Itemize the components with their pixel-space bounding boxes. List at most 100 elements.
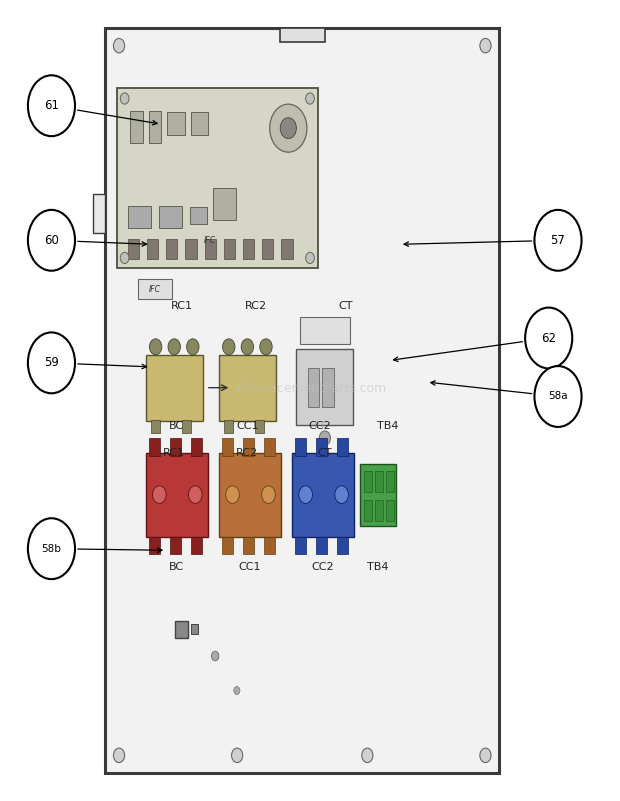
Bar (243, 239, 254, 259)
Circle shape (306, 93, 314, 104)
Bar (117, 88, 318, 268)
Circle shape (120, 93, 129, 104)
Bar (205, 239, 216, 259)
Circle shape (306, 252, 314, 264)
Bar (364, 500, 372, 521)
Circle shape (153, 485, 166, 503)
Bar (146, 453, 208, 537)
Bar (262, 239, 273, 259)
Bar (295, 438, 306, 456)
Bar (295, 537, 306, 554)
Bar (159, 206, 182, 228)
Bar (316, 438, 327, 456)
Text: IFC: IFC (149, 284, 161, 294)
Bar (146, 355, 203, 421)
Text: RC1: RC1 (171, 301, 193, 311)
Text: 60: 60 (44, 234, 59, 247)
Circle shape (187, 339, 199, 355)
Bar (375, 471, 383, 492)
Bar (219, 355, 276, 421)
Circle shape (234, 686, 240, 694)
Bar (219, 453, 281, 537)
Circle shape (480, 38, 491, 53)
Bar (224, 239, 235, 259)
Text: CC2: CC2 (312, 562, 334, 572)
Bar (316, 537, 327, 554)
Circle shape (534, 366, 582, 427)
Bar (175, 621, 188, 638)
Bar (296, 349, 353, 425)
Circle shape (270, 104, 307, 152)
Circle shape (113, 38, 125, 53)
Bar (149, 438, 160, 456)
Circle shape (28, 75, 75, 136)
Circle shape (226, 485, 239, 503)
Text: 59: 59 (44, 356, 59, 369)
Bar (191, 438, 202, 456)
Text: 62: 62 (541, 332, 556, 344)
Bar (151, 420, 160, 433)
Text: 57: 57 (551, 234, 565, 247)
Text: CT: CT (317, 448, 332, 457)
Bar (264, 537, 275, 554)
Text: RC2: RC2 (236, 448, 259, 457)
Bar (128, 206, 151, 228)
Bar (149, 537, 160, 554)
Circle shape (28, 210, 75, 271)
Bar (264, 438, 275, 456)
Bar (147, 239, 158, 259)
Text: RC2: RC2 (245, 301, 267, 311)
Circle shape (262, 485, 275, 503)
Circle shape (362, 748, 373, 763)
Circle shape (480, 748, 491, 763)
Bar (149, 111, 161, 143)
Text: BC: BC (169, 421, 184, 431)
Bar (280, 28, 325, 42)
Text: IFC: IFC (203, 235, 216, 245)
Bar (191, 624, 198, 634)
Bar (222, 438, 233, 456)
Text: eReplacementParts.com: eReplacementParts.com (234, 382, 386, 395)
Circle shape (113, 748, 125, 763)
Circle shape (211, 651, 219, 661)
Text: RC1: RC1 (163, 448, 185, 457)
Bar (364, 471, 372, 492)
Bar (281, 239, 293, 259)
Bar (93, 195, 105, 233)
Bar (337, 537, 348, 554)
Text: CC1: CC1 (239, 562, 261, 572)
Bar (191, 112, 208, 135)
Circle shape (168, 339, 180, 355)
Bar (322, 368, 334, 406)
Bar (130, 111, 143, 143)
Bar (243, 537, 254, 554)
Bar (170, 537, 181, 554)
Text: 58b: 58b (42, 544, 61, 553)
Bar (243, 438, 254, 456)
Bar (222, 537, 233, 554)
Bar (191, 537, 202, 554)
Bar (360, 464, 396, 526)
Bar (255, 420, 264, 433)
Circle shape (28, 518, 75, 579)
Bar (337, 438, 348, 456)
Text: 58a: 58a (548, 392, 568, 401)
Bar (386, 471, 394, 492)
Circle shape (335, 485, 348, 503)
Circle shape (120, 252, 129, 264)
Text: TB4: TB4 (368, 562, 389, 572)
Bar (166, 239, 177, 259)
Bar (386, 500, 394, 521)
Text: CC1: CC1 (237, 421, 259, 431)
Circle shape (260, 339, 272, 355)
Bar (300, 317, 350, 344)
Circle shape (241, 339, 254, 355)
Circle shape (525, 308, 572, 368)
Text: CC2: CC2 (308, 421, 330, 431)
Bar (292, 453, 354, 537)
Bar (167, 112, 185, 135)
Circle shape (149, 339, 162, 355)
Bar (224, 420, 233, 433)
Bar (138, 279, 172, 299)
Bar (182, 420, 191, 433)
